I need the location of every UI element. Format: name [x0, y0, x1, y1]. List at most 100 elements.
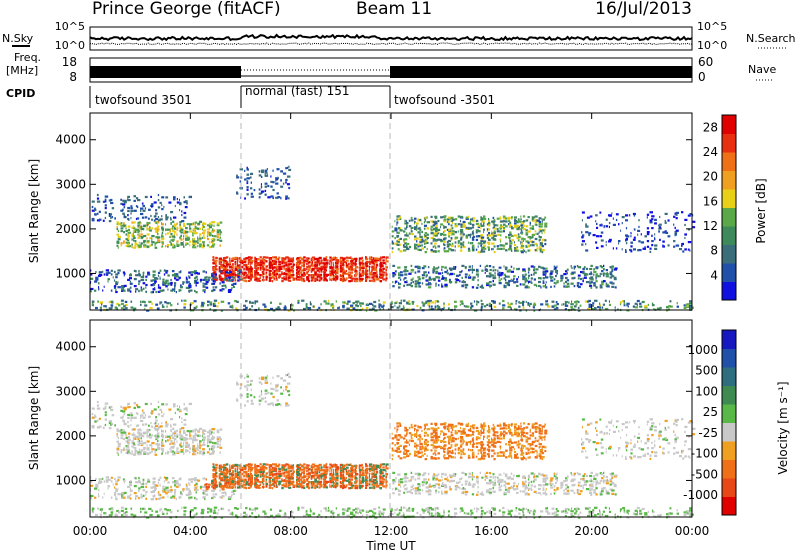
power-echo-3261: [342, 301, 344, 304]
power-echo-346: [273, 259, 276, 262]
velocity-echo-1350: [110, 405, 113, 409]
velocity-echo-188: [245, 472, 248, 475]
power-echo-1645: [188, 276, 191, 279]
velocity-echo-547: [311, 474, 315, 477]
power-echo-2709: [565, 285, 568, 288]
velocity-echo-1044: [140, 442, 144, 446]
velocity-echo-357: [275, 467, 278, 470]
power-echo-3391: [486, 303, 489, 306]
velocity-echo-1307: [216, 438, 220, 441]
velocity-echo-1238: [197, 446, 199, 449]
power-echo-556: [314, 273, 317, 276]
velocity-echo-1385: [135, 404, 139, 407]
power-echo-1888: [432, 222, 435, 225]
power-echo-1027: [137, 233, 139, 236]
velocity-echo-1032: [137, 428, 140, 431]
velocity-echo-649: [331, 475, 334, 478]
power-echo-1692: [212, 280, 215, 283]
power-echo-2898: [282, 172, 287, 175]
velocity-echo-989: [127, 442, 130, 445]
power-echo-2110: [483, 241, 486, 244]
velocity-echo-205: [249, 485, 252, 488]
power-echo-280: [261, 258, 264, 261]
power-echo-3416: [519, 301, 522, 304]
power-echo-1967: [450, 237, 453, 240]
power-echo-1432: [170, 216, 172, 219]
velocity-echo-1187: [183, 439, 187, 442]
power-echo-2364: [544, 231, 546, 234]
power-echo-2808: [609, 266, 613, 269]
velocity-echo-1317: [219, 428, 223, 431]
velocity-echo-417: [288, 481, 291, 484]
power-echo-1952: [448, 248, 452, 251]
power-echo-3407: [510, 307, 512, 310]
power-ytick-label-2: 3000: [55, 177, 86, 191]
velocity-echo-930: [382, 485, 386, 488]
power-echo-527: [307, 261, 311, 264]
power-echo-667: [335, 279, 337, 282]
power-echo-2389: [399, 271, 403, 274]
power-echo-1111: [161, 227, 163, 230]
power-echo-1813: [414, 220, 416, 223]
power-echo-592: [320, 270, 323, 273]
power-echo-1359: [122, 203, 126, 206]
power-echo-2807: [609, 271, 613, 274]
power-echo-495: [303, 279, 306, 283]
power-echo-805: [359, 277, 362, 281]
power-echo-2462: [437, 272, 442, 275]
velocity-echo-631: [325, 466, 329, 469]
power-echo-2785: [599, 265, 602, 268]
power-echo-3243: [323, 300, 326, 303]
power-echo-1608: [171, 288, 176, 291]
velocity-echo-121: [232, 464, 235, 467]
power-echo-1105: [157, 221, 160, 224]
power-echo-2789: [601, 270, 604, 273]
power-echo-2723: [571, 271, 575, 274]
power-echo-1638: [188, 284, 192, 287]
power-echo-3521: [647, 303, 649, 306]
power-echo-29: [215, 264, 218, 267]
velocity-echo-769: [351, 464, 354, 468]
velocity-echo-230: [254, 477, 256, 480]
velocity-echo-642: [329, 466, 332, 469]
velocity-echo-280: [261, 465, 264, 468]
power-echo-1028: [137, 230, 139, 233]
power-echo-2043: [469, 242, 472, 245]
power-echo-1923: [440, 216, 443, 219]
velocity-echo-499: [303, 478, 306, 481]
power-echo-1690: [212, 286, 214, 289]
power-echo-391: [285, 278, 288, 281]
power-echo-2405: [410, 278, 413, 281]
power-echo-989: [127, 235, 130, 238]
power-echo-2418: [417, 279, 419, 282]
power-echo-3508: [627, 305, 629, 308]
power-echo-2330: [536, 232, 539, 235]
power-echo-2847: [250, 192, 253, 195]
power-echo-3286: [365, 306, 369, 310]
power-echo-2986: [630, 232, 632, 235]
power-echo-2826: [239, 180, 242, 183]
power-echo-3066: [681, 244, 683, 247]
velocity-echo-1395: [142, 411, 145, 415]
velocity-echo-393: [285, 482, 288, 485]
power-echo-2250: [517, 235, 521, 238]
velocity-echo-963: [117, 442, 121, 445]
power-echo-1673: [204, 291, 206, 294]
velocity-echo-139: [237, 473, 239, 476]
velocity-echo-1091: [155, 443, 159, 446]
power-echo-1533: [138, 282, 140, 285]
power-echo-402: [285, 256, 288, 259]
power-echo-1775: [403, 238, 406, 241]
power-echo-1617: [174, 273, 177, 276]
velocity-echo-1184: [183, 447, 185, 450]
power-echo-3223: [291, 303, 293, 306]
velocity-echo-854: [368, 476, 371, 479]
velocity-echo-1014: [132, 434, 136, 437]
power-echo-3374: [463, 304, 465, 308]
velocity-echo-448: [292, 464, 294, 467]
velocity-echo-853: [368, 478, 372, 481]
power-echo-3069: [682, 250, 685, 253]
power-echo-738: [348, 276, 352, 279]
velocity-echo-514: [306, 470, 308, 473]
velocity-echo-811: [359, 470, 361, 473]
